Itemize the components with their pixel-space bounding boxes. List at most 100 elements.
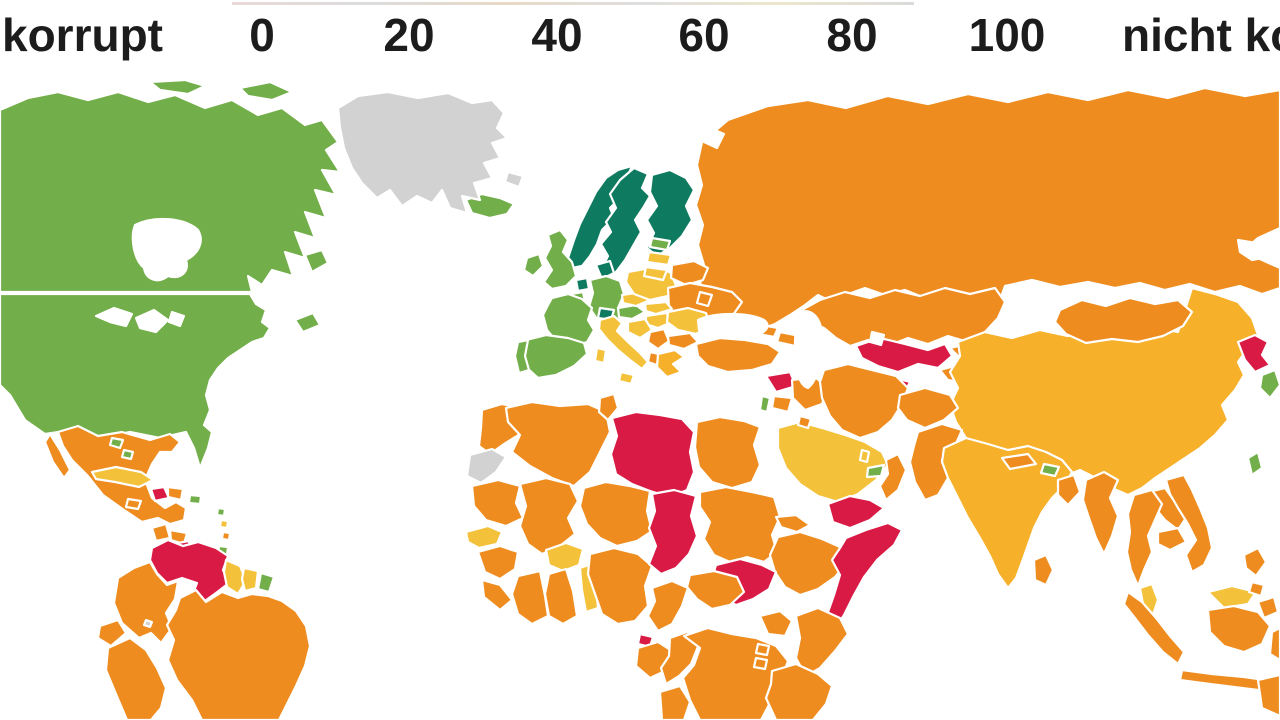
legend-header: korrupt 0 20 40 60 80 100 nicht korrupt [0,0,1280,80]
country-canada [0,90,342,294]
country-united-kingdom [542,228,578,291]
color-scale-bar [232,2,914,5]
country-bulgaria [666,331,700,351]
island-maluku [1256,673,1280,718]
country-bahamas-2 [120,448,135,461]
legend-tick-40: 40 [531,9,583,61]
country-netherlands [574,276,591,293]
country-somalia [825,521,904,632]
country-nigeria [586,546,654,626]
island-antilles-1 [215,506,227,518]
country-colombia [112,560,180,645]
country-ghana [543,567,579,626]
island-sulawesi [1268,626,1280,662]
country-malaysia-borneo [1206,584,1258,610]
territory-greenland-isle [503,170,525,189]
country-peru [104,636,168,720]
territory-greenland [336,90,509,215]
country-latvia [645,250,673,267]
country-estonia [648,236,672,252]
country-india [940,436,1074,590]
white-sea [702,126,726,150]
legend-tick-60: 60 [678,9,730,61]
great-lakes-1 [94,306,134,328]
island-antilles-2 [218,518,230,530]
country-cameroon [646,579,690,633]
country-venezuela [148,538,231,605]
country-egypt [693,415,762,490]
country-denmark [594,259,616,281]
country-qatar [858,448,871,464]
country-bahamas [108,436,125,450]
island-sicily [617,370,636,386]
country-algeria [504,400,612,488]
country-suriname [240,566,260,593]
island-antilles-3 [220,530,232,542]
country-niger [578,480,654,548]
country-burkina-faso [544,541,585,573]
country-uzbekistan [854,336,954,374]
country-western-sahara [465,447,508,485]
country-ireland [522,252,545,278]
country-sweden [598,166,652,282]
legend-tick-0: 0 [249,9,275,61]
world-map [0,80,1280,720]
country-austria [616,303,647,321]
country-bhutan [1039,462,1061,478]
legend-label-corrupt: korrupt [2,9,163,61]
country-yemen [826,494,886,530]
arctic-island-1 [148,80,207,96]
country-saudi-arabia [776,420,890,504]
black-sea [696,312,769,340]
country-vietnam [1164,473,1214,574]
region-nova-scotia [293,311,322,334]
country-tanzania [764,662,834,720]
country-guatemala [150,522,172,543]
country-myanmar [1081,470,1120,556]
country-senegal [464,524,504,550]
country-greece [655,348,686,379]
country-thailand [1125,488,1164,588]
arctic-island-2 [238,80,294,102]
country-kuwait [796,414,813,430]
country-slovakia [643,300,674,316]
country-mongolia [1053,296,1194,345]
country-pakistan [908,422,964,502]
country-cambodia [1156,526,1188,552]
great-lakes-2 [134,308,170,334]
country-taiwan [1246,450,1264,477]
country-ethiopia [768,530,850,597]
country-mali [518,476,580,556]
great-lakes-3 [167,310,186,328]
legend-tick-100: 100 [968,9,1046,61]
country-turkey [694,336,782,374]
country-sudan [698,485,782,564]
island-puerto-rico [187,493,203,506]
island-galapagos [142,618,154,629]
country-israel [758,394,772,414]
country-cuba [90,465,155,489]
country-france [541,292,596,349]
country-jordan [770,394,794,414]
country-nepal [1000,452,1038,471]
country-afghanistan [896,386,960,430]
world-map-svg [0,80,1280,720]
island-luzon [1242,546,1268,578]
legend-tick-20: 20 [383,9,435,61]
country-ivory-coast [510,569,550,626]
country-moldova [695,290,714,308]
country-brazil [165,588,312,720]
country-sierra-leone-liberia [480,578,514,612]
country-angola [658,684,692,720]
country-guyana [222,558,248,596]
country-spain [520,333,589,380]
country-oman [878,452,908,502]
hudson-bay [131,217,202,282]
island-mindanao [1256,595,1280,620]
country-north-korea [1236,333,1272,374]
country-uae [865,463,886,479]
country-eritrea [774,513,812,534]
country-tunisia [597,392,620,422]
country-bangladesh [1056,473,1082,507]
country-central-african-republic [685,569,746,611]
